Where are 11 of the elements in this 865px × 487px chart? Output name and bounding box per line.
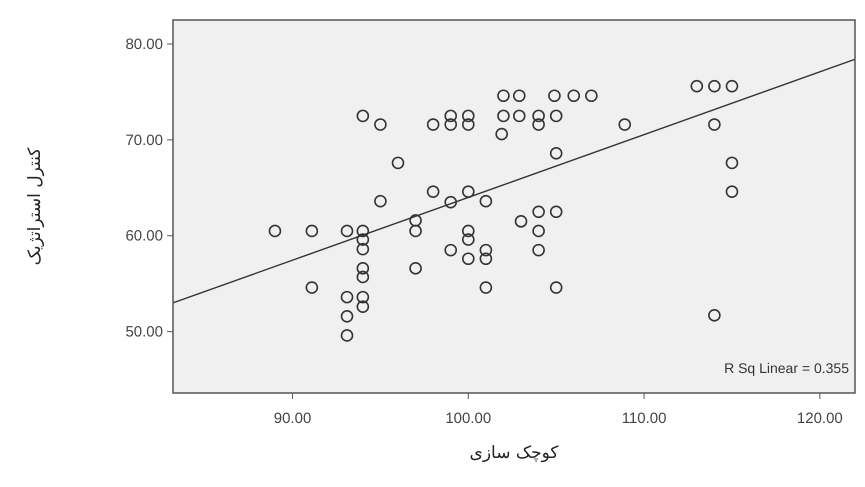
x-tick-label: 110.00 [622, 410, 666, 427]
y-tick-label: 60.00 [125, 228, 163, 245]
x-axis-title: کوچک سازی [470, 443, 560, 463]
x-tick-label: 100.00 [445, 410, 492, 427]
y-tick-label: 70.00 [125, 132, 163, 149]
y-tick-label: 50.00 [125, 324, 163, 341]
x-tick-label: 90.00 [274, 410, 312, 427]
y-axis-title: کنترل استراتژیک [25, 146, 45, 266]
y-tick-label: 80.00 [125, 36, 163, 53]
annotation: R Sq Linear = 0.355 [724, 360, 850, 376]
x-tick-label: 120.00 [796, 410, 843, 427]
